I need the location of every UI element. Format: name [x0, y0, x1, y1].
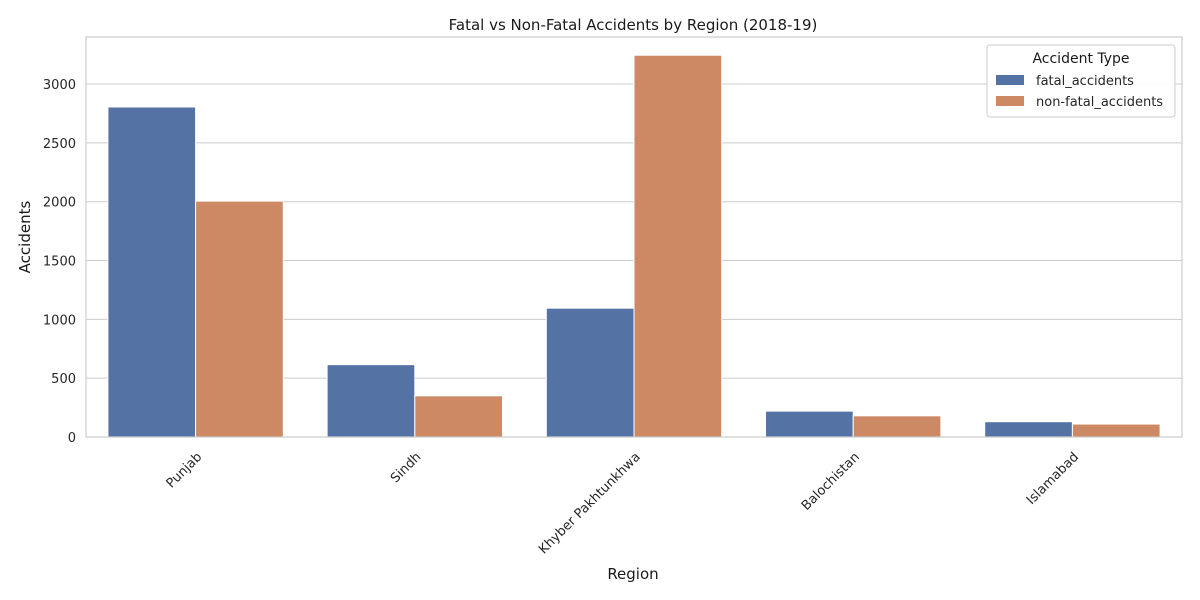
legend-items: fatal_accidents non-fatal_accidents	[996, 74, 1163, 110]
legend-swatch	[996, 96, 1024, 106]
x-tick-label: Balochistan	[799, 450, 863, 514]
y-tick-label: 1000	[43, 313, 76, 328]
bar-fatal-accidents-sindh	[326, 364, 416, 438]
x-axis-label: Region	[607, 565, 658, 583]
y-tick-label: 2000	[43, 196, 76, 211]
legend-swatch	[996, 75, 1024, 85]
x-tick-label: Islamabad	[1024, 450, 1082, 508]
x-tick-label: Sindh	[388, 450, 424, 486]
y-tick-label: 0	[68, 431, 76, 446]
legend-title: Accident Type	[1032, 51, 1129, 67]
chart-title: Fatal vs Non-Fatal Accidents by Region (…	[449, 16, 818, 34]
y-tick-label: 500	[51, 372, 76, 387]
bar-non-fatal-accidents-balochistan	[852, 415, 942, 438]
bar-non-fatal-accidents-sindh	[414, 395, 503, 438]
bar-fatal-accidents-islamabad	[984, 421, 1073, 438]
x-tick-labels: Punjab Sindh Khyber Pakhtunkhwa Balochistan…	[164, 450, 1082, 558]
bar-fatal-accidents-punjab	[107, 106, 197, 438]
plot-frame	[85, 36, 1183, 438]
x-tick-label: Punjab	[164, 450, 206, 492]
y-tick-label: 3000	[43, 78, 76, 93]
bar-fatal-accidents-khyber-pakhtunkhwa	[545, 307, 635, 438]
bars	[107, 54, 1161, 438]
bar-non-fatal-accidents-khyber-pakhtunkhwa	[633, 54, 723, 438]
x-tick-label: Khyber Pakhtunkhwa	[536, 450, 644, 558]
y-tick-labels: 0 500 1000 1500 2000 2500 3000	[43, 78, 76, 446]
y-axis-label: Accidents	[16, 201, 34, 274]
bar-non-fatal-accidents-punjab	[195, 200, 284, 438]
legend: Accident Type fatal_accidents non-fatal_a…	[986, 44, 1176, 118]
y-tick-label: 2500	[43, 137, 76, 152]
bar-non-fatal-accidents-islamabad	[1071, 423, 1161, 438]
y-tick-label: 1500	[43, 255, 76, 270]
legend-box	[986, 44, 1176, 118]
bar-fatal-accidents-balochistan	[765, 410, 854, 438]
legend-label: non-fatal_accidents	[1036, 95, 1163, 110]
legend-label: fatal_accidents	[1036, 74, 1134, 89]
